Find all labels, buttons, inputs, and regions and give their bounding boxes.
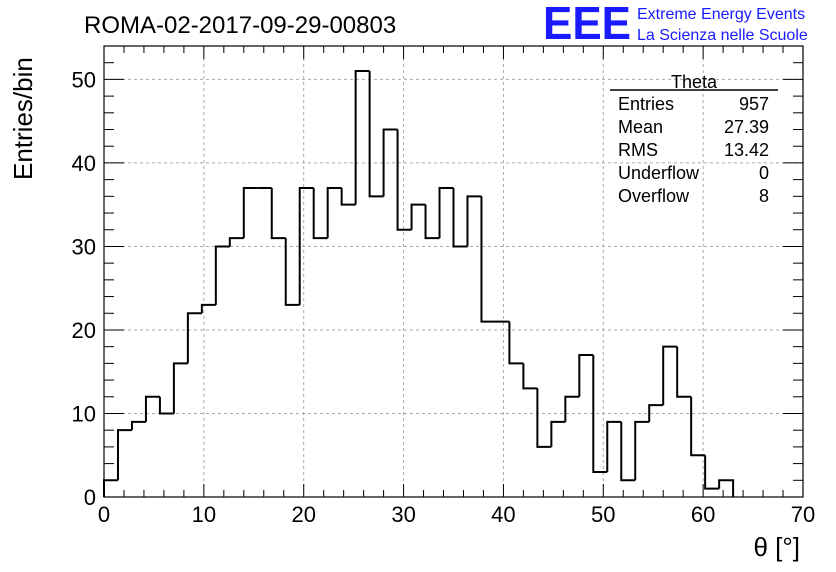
histogram-bin [550, 420, 566, 447]
y-tick-label: 10 [72, 401, 96, 426]
histogram-bin [690, 396, 706, 457]
stats-row-label: Mean [618, 117, 663, 137]
histogram-bin [452, 187, 468, 248]
histogram-bin [718, 479, 735, 497]
y-tick-label: 0 [84, 485, 96, 510]
histogram-bin [396, 129, 412, 231]
stats-row-label: RMS [618, 140, 658, 160]
histogram-bin [522, 363, 538, 390]
histogram-bin [592, 355, 608, 473]
x-axis-label: θ [°] [753, 532, 800, 562]
histogram-bin [634, 420, 650, 481]
histogram-bin [606, 420, 622, 472]
histogram-bin [410, 203, 426, 230]
y-tick-label: 50 [72, 67, 96, 92]
grid [104, 46, 803, 497]
histogram-bin [340, 187, 356, 206]
x-tick-label: 30 [391, 502, 415, 527]
stats-row-label: Overflow [618, 186, 690, 206]
histogram-bin [200, 303, 216, 314]
stats-row-label: Underflow [618, 163, 700, 183]
histogram-bin [564, 395, 580, 422]
histogram-bin [242, 186, 258, 239]
y-tick-label: 40 [72, 151, 96, 176]
stats-row-value: 957 [739, 94, 769, 114]
eee-logo-text: EEE [543, 0, 631, 49]
histogram-bin [578, 354, 594, 397]
stats-row-value: 13.42 [724, 140, 769, 160]
histogram-bin [424, 204, 440, 240]
histogram-bin [270, 187, 286, 240]
histogram [103, 70, 735, 497]
histogram-bin [368, 71, 384, 198]
y-tick-label: 30 [72, 234, 96, 259]
stats-row-value: 27.39 [724, 117, 769, 137]
x-tick-label: 40 [491, 502, 515, 527]
histogram-bin [158, 396, 174, 415]
histogram-bin [620, 421, 636, 482]
x-tick-label: 10 [192, 502, 216, 527]
x-tick-label: 0 [98, 502, 110, 527]
histogram-bin [326, 186, 342, 239]
x-tick-label: 70 [791, 502, 815, 527]
stats-row-value: 8 [759, 186, 769, 206]
histogram-bin [186, 312, 202, 364]
stats-title: Theta [671, 72, 718, 92]
stats-row-label: Entries [618, 94, 674, 114]
histogram-bin [704, 455, 720, 490]
histogram-bin [214, 245, 230, 305]
y-tick-label: 20 [72, 318, 96, 343]
chart-title: ROMA-02-2017-09-29-00803 [84, 12, 396, 39]
histogram-bin [480, 196, 496, 323]
histogram-bin [662, 345, 678, 406]
y-tick-labels: 0 10 20 30 40 50 [72, 67, 96, 510]
stats-row-value: 0 [759, 163, 769, 183]
x-tick-labels: 0 10 20 30 40 50 60 70 [98, 502, 815, 527]
stats-box: Theta Entries 957 Mean 27.39 RMS 13.42 Underfl… [610, 72, 778, 206]
histogram-bin [116, 429, 132, 481]
axis-ticks [103, 45, 804, 498]
histogram-bin [172, 362, 188, 414]
histogram-bin [536, 388, 552, 448]
x-tick-label: 20 [291, 502, 315, 527]
logo-subtitle-line1: Extreme Energy Events [637, 6, 805, 23]
histogram-bin [144, 395, 160, 422]
histogram-bin [438, 186, 454, 239]
histogram-bin [130, 420, 146, 431]
histogram-bin [298, 186, 314, 305]
plot-frame [103, 45, 804, 498]
histogram-bin [284, 238, 300, 306]
histogram-bin [103, 479, 118, 497]
y-axis-label: Entries/bin [8, 57, 38, 180]
histogram-bin [382, 128, 398, 197]
histogram-bin [354, 70, 370, 205]
x-tick-label: 60 [691, 502, 715, 527]
histogram-bin [508, 321, 524, 365]
x-tick-label: 50 [591, 502, 615, 527]
histogram-bin [466, 195, 482, 247]
histogram-bin [676, 346, 692, 398]
histogram-bin [228, 237, 244, 247]
eee-logo: EEE Extreme Energy Events La Scienza nel… [543, 0, 808, 49]
histogram-bin [312, 187, 328, 240]
logo-subtitle-line2: La Scienza nelle Scuole [637, 27, 808, 44]
histogram-bin [648, 404, 664, 422]
